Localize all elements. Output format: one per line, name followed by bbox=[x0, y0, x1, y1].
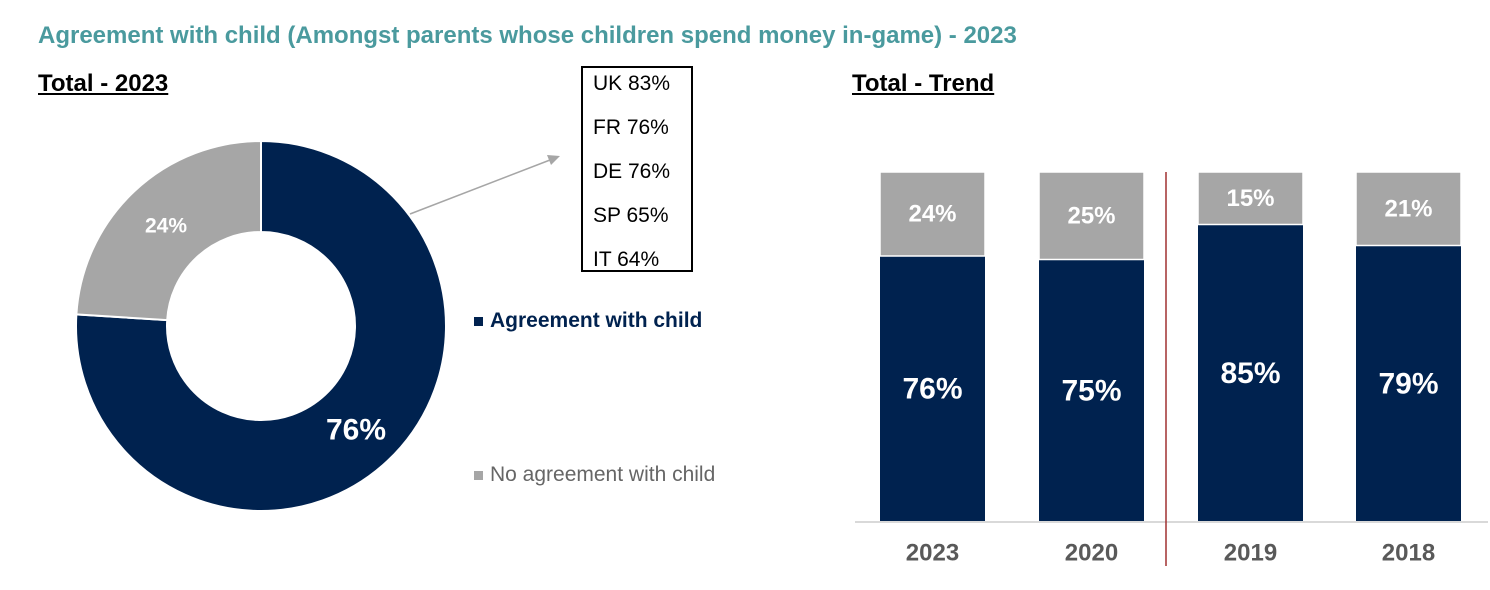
legend-label-no-agreement: No agreement with child bbox=[490, 463, 716, 486]
bar-2020-agreement bbox=[1039, 259, 1144, 522]
legend-item-no-agreement: No agreement with child bbox=[474, 463, 715, 487]
country-item-fr: FR 76% bbox=[593, 116, 669, 139]
bar-label-2019-no-agreement: 15% bbox=[1226, 185, 1274, 212]
bar-2019-agreement bbox=[1198, 224, 1303, 522]
legend-item-agreement: Agreement with child bbox=[474, 309, 702, 333]
bar-label-2023-no-agreement: 24% bbox=[908, 201, 956, 228]
bar-2019-no-agreement bbox=[1197, 171, 1304, 226]
x-tick-label-2020: 2020 bbox=[1065, 540, 1118, 567]
callout-arrow-line bbox=[409, 159, 551, 215]
donut-slice-no-agreement bbox=[75, 139, 262, 322]
donut-label-no-agreement: 24% bbox=[145, 215, 187, 238]
bar-label-2019-agreement: 85% bbox=[1220, 357, 1280, 390]
bar-2020-no-agreement bbox=[1038, 171, 1145, 261]
x-tick-label-2018: 2018 bbox=[1382, 540, 1435, 567]
x-tick-label-2023: 2023 bbox=[906, 540, 959, 567]
country-item-uk: UK 83% bbox=[593, 72, 671, 95]
legend-swatch-no-agreement bbox=[474, 470, 483, 480]
bar-label-2023-agreement: 76% bbox=[902, 373, 962, 406]
bar-2018-agreement bbox=[1356, 245, 1461, 522]
bar-2018-no-agreement bbox=[1355, 171, 1462, 247]
donut-chart-title: Total - 2023 bbox=[38, 70, 169, 97]
bar-2023-agreement bbox=[880, 256, 985, 522]
page-title: Agreement with child (Amongst parents wh… bbox=[38, 22, 1017, 49]
bar-2023-no-agreement bbox=[879, 171, 986, 257]
country-item-it: IT 64% bbox=[593, 248, 660, 271]
country-item-sp: SP 65% bbox=[593, 204, 669, 227]
country-breakdown-box: UK 83% FR 76% DE 76% SP 65% IT 64% bbox=[581, 66, 693, 272]
bar-label-2020-no-agreement: 25% bbox=[1067, 202, 1115, 229]
bar-chart-title: Total - Trend bbox=[852, 70, 995, 97]
donut-label-agreement: 76% bbox=[326, 414, 386, 447]
bar-label-2018-no-agreement: 21% bbox=[1384, 195, 1432, 222]
donut-chart: 76% 24% bbox=[75, 139, 560, 512]
legend-swatch-agreement bbox=[474, 316, 483, 326]
donut-slice-agreement bbox=[75, 139, 447, 512]
legend-label-agreement: Agreement with child bbox=[490, 309, 703, 332]
country-item-de: DE 76% bbox=[593, 160, 671, 183]
bar-label-2020-agreement: 75% bbox=[1061, 374, 1121, 407]
callout-arrow-head bbox=[547, 155, 560, 165]
bar-label-2018-agreement: 79% bbox=[1378, 367, 1438, 400]
x-tick-label-2019: 2019 bbox=[1224, 540, 1277, 567]
